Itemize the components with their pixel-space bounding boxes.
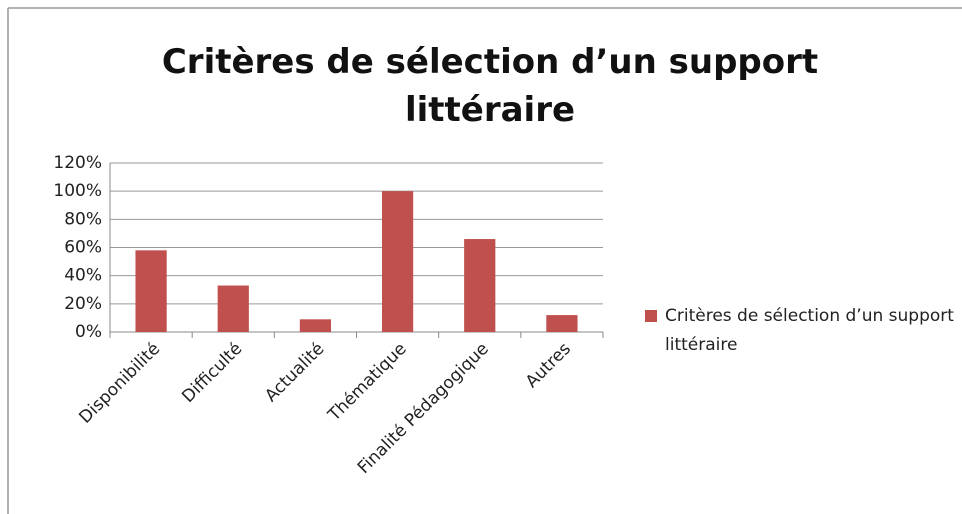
chart-title: Critères de sélection d’un support litté… (161, 42, 819, 130)
x-tick-label: Actualité (261, 339, 328, 406)
legend-label: Critères de sélection d’un support litté… (665, 306, 954, 355)
bar (546, 315, 578, 332)
x-tick-label: Autres (522, 339, 575, 392)
y-tick-label: 120% (53, 153, 102, 173)
bar (299, 319, 332, 332)
legend-swatch (645, 310, 657, 322)
y-tick-label: 100% (53, 181, 102, 201)
bar (217, 285, 249, 332)
bar (381, 191, 414, 332)
y-tick-label: 40% (64, 266, 102, 286)
x-tick-label: Difficulté (178, 339, 246, 407)
y-tick-label: 0% (75, 322, 102, 342)
y-tick-label: 60% (64, 238, 102, 258)
y-tick-label: 80% (64, 209, 102, 229)
legend: Critères de sélection d’un support litté… (645, 302, 955, 360)
x-tick-label: Disponibilité (75, 339, 164, 428)
bar (464, 239, 496, 332)
x-tick-label: Thématique (324, 339, 411, 426)
bar (135, 250, 167, 332)
y-tick-label: 20% (64, 294, 102, 314)
